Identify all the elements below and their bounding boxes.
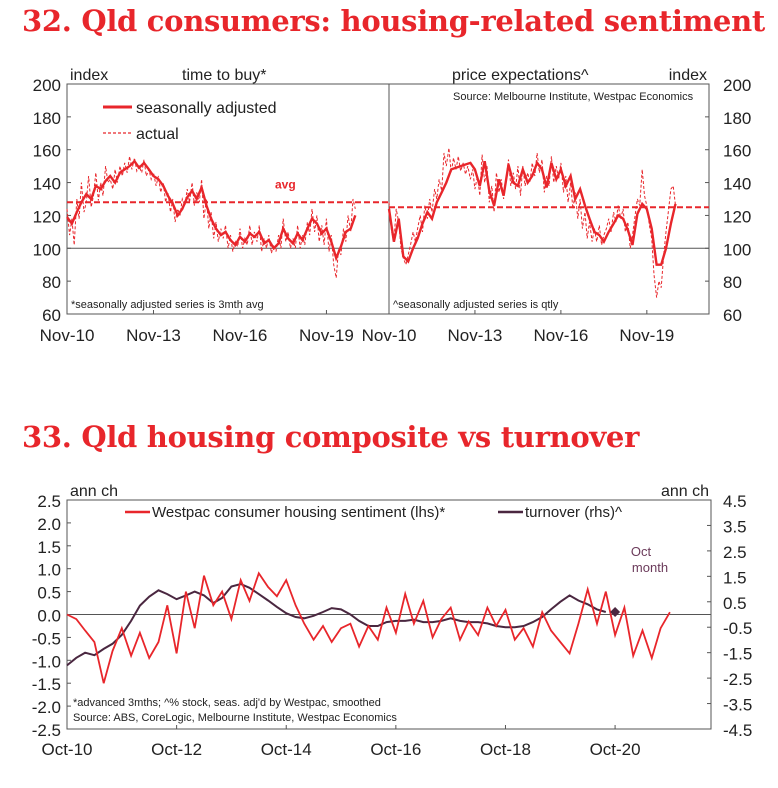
y-tick-label-left: 100 <box>33 240 61 259</box>
chart-33-number: 33. <box>22 420 72 454</box>
rhs-tick-label: 4.5 <box>723 492 747 511</box>
source-note: Source: ABS, CoreLogic, Melbourne Instit… <box>73 712 397 724</box>
lhs-tick-label: 1.5 <box>37 538 61 557</box>
lhs-tick-label: -2.0 <box>32 698 61 717</box>
plot-frame <box>66 83 710 315</box>
lhs-tick-label: 1.0 <box>37 561 61 580</box>
footnote: *advanced 3mths; ^% stock, seas. adj'd b… <box>73 697 381 709</box>
panel-title-time-to-buy: time to buy* <box>182 67 266 84</box>
rhs-axis-label: ann ch <box>661 483 709 500</box>
rhs-tick-label: 1.5 <box>723 568 747 587</box>
chart-33-title-text: Qld housing composite vs turnover <box>81 420 640 454</box>
lhs-tick-label: 0.0 <box>37 607 61 626</box>
y-tick-label-right: 120 <box>723 207 751 226</box>
turnover-latest-marker <box>610 606 621 617</box>
chart-32-title: 32. Qld consumers: housing-related senti… <box>22 4 765 38</box>
y-tick-label-left: 160 <box>33 142 61 161</box>
rhs-tick-label: -0.5 <box>723 619 752 638</box>
lhs-tick-label: -1.0 <box>32 652 61 671</box>
y-tick-label-right: 140 <box>723 175 751 194</box>
chart-32-svg: 60 60 80 80 100 100 120 120 140 140 160 160 180 180 20… <box>33 67 752 345</box>
rhs-tick-label: -3.5 <box>723 696 752 715</box>
legend-turnover-label: turnover (rhs)^ <box>525 504 622 521</box>
x-tick-label: Nov-13 <box>448 326 503 345</box>
y-tick-label-right: 80 <box>723 273 742 292</box>
price-expectations-sa-line <box>387 160 677 266</box>
rhs-tick-label: -1.5 <box>723 645 752 664</box>
x-tick-label: Nov-16 <box>213 326 268 345</box>
lhs-tick-label: 2.5 <box>37 492 61 511</box>
avg-label: avg <box>275 177 296 191</box>
annotation-line-2: month <box>632 560 668 575</box>
rhs-tick-label: -2.5 <box>723 670 752 689</box>
y-tick-label-left: 80 <box>42 273 61 292</box>
x-tick-label: Nov-16 <box>533 326 588 345</box>
y-tick-label-left: 140 <box>33 175 61 194</box>
legend-sa-label: seasonally adjusted <box>136 100 277 117</box>
y-tick-label-left: 180 <box>33 109 61 128</box>
lhs-axis-label: ann ch <box>70 483 118 500</box>
y-tick-label-left: 60 <box>42 306 61 325</box>
rhs-tick-label: -4.5 <box>723 721 752 740</box>
lhs-tick-label: 0.5 <box>37 584 61 603</box>
y-tick-label-right: 160 <box>723 142 751 161</box>
y-tick-label-left: 200 <box>33 76 61 95</box>
chart-32-title-text: Qld consumers: housing-related sentiment <box>81 4 765 38</box>
x-tick-label: Nov-10 <box>40 326 95 345</box>
x-tick-label: Nov-10 <box>362 326 417 345</box>
time-to-buy-sa-line <box>66 159 357 262</box>
right-axis-label: index <box>669 67 707 84</box>
y-tick-label-right: 100 <box>723 240 751 259</box>
panel-note-right: ^seasonally adjusted series is qtly <box>393 299 559 311</box>
panel-note-left: *seasonally adjusted series is 3mth avg <box>71 299 264 311</box>
lhs-tick-label: -1.5 <box>32 675 61 694</box>
x-tick-label: Nov-19 <box>299 326 354 345</box>
x-tick-label: Oct-10 <box>41 740 92 759</box>
rhs-tick-label: 0.5 <box>723 594 747 613</box>
lhs-tick-label: 2.0 <box>37 515 61 534</box>
chart-32-number: 32. <box>22 4 72 38</box>
y-tick-label-left: 120 <box>33 207 61 226</box>
lhs-tick-label: -0.5 <box>32 629 61 648</box>
y-tick-label-right: 60 <box>723 306 742 325</box>
source-note: Source: Melbourne Institute, Westpac Eco… <box>453 91 694 103</box>
rhs-tick-label: 3.5 <box>723 517 747 536</box>
panel-title-price-expectations: price expectations^ <box>452 67 589 84</box>
rhs-tick-label: 2.5 <box>723 543 747 562</box>
legend-sentiment-label: Westpac consumer housing sentiment (lhs)… <box>152 504 445 521</box>
y-tick-label-right: 200 <box>723 76 751 95</box>
sentiment-line <box>66 571 671 684</box>
left-axis-label: index <box>70 67 108 84</box>
y-tick-label-right: 180 <box>723 109 751 128</box>
legend-actual-label: actual <box>136 126 179 143</box>
x-tick-label: Nov-13 <box>126 326 181 345</box>
x-tick-label: Oct-20 <box>590 740 641 759</box>
turnover-line <box>66 582 607 667</box>
x-tick-label: Oct-14 <box>261 740 312 759</box>
annotation-line-1: Oct <box>631 544 652 559</box>
x-tick-label: Oct-16 <box>370 740 421 759</box>
chart-33-title: 33. Qld housing composite vs turnover <box>22 420 639 454</box>
x-tick-label: Oct-18 <box>480 740 531 759</box>
lhs-tick-label: -2.5 <box>32 721 61 740</box>
x-tick-label: Oct-12 <box>151 740 202 759</box>
x-tick-label: Nov-19 <box>619 326 674 345</box>
